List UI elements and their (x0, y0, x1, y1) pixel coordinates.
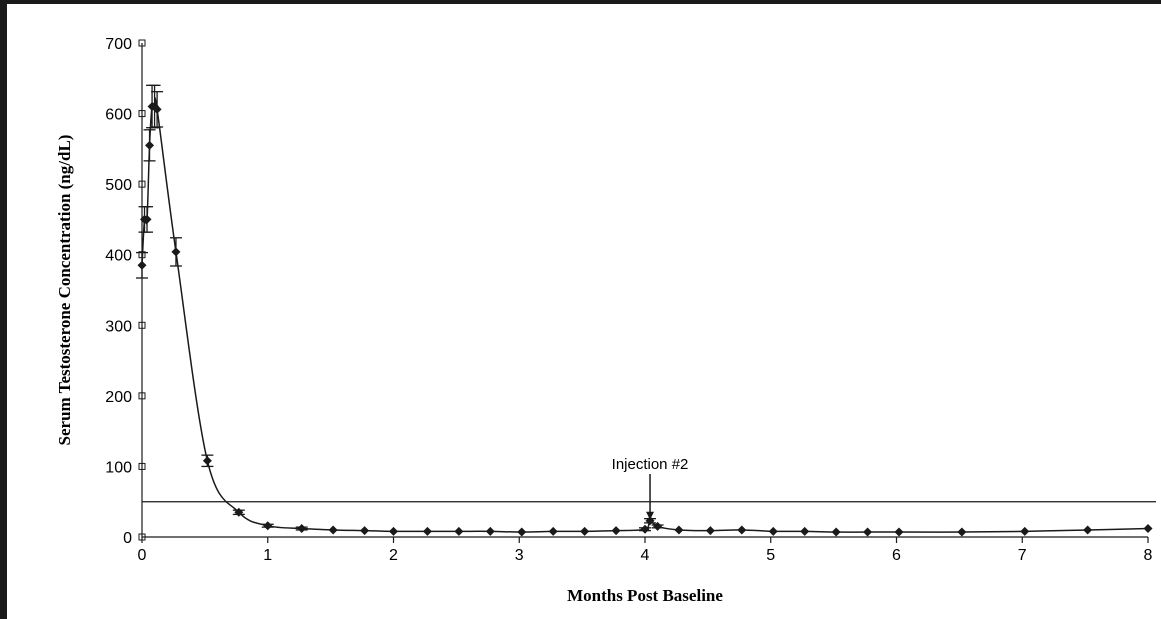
x-tick-label: 5 (766, 547, 775, 564)
data-point (705, 526, 715, 536)
x-tick-label: 4 (641, 547, 650, 564)
y-tick-label: 200 (105, 389, 132, 406)
annotation-arrowhead (646, 511, 655, 520)
data-point (674, 525, 684, 535)
y-tick-label: 700 (105, 36, 132, 53)
data-point (737, 525, 747, 535)
data-points (137, 102, 1153, 537)
y-tick-mark (138, 392, 146, 400)
x-tick-label: 7 (1018, 547, 1027, 564)
y-tick-mark (138, 39, 146, 47)
y-tick-label: 100 (105, 459, 132, 476)
x-tick-label: 0 (138, 547, 147, 564)
data-point (1143, 524, 1153, 534)
data-point (389, 526, 398, 536)
data-point (485, 526, 495, 536)
y-tick-label: 300 (105, 318, 132, 335)
data-point (1020, 526, 1030, 536)
data-point (894, 527, 904, 537)
data-point (548, 526, 558, 536)
data-point (611, 526, 621, 536)
y-tick-mark (138, 462, 146, 470)
y-tick-label: 400 (105, 248, 132, 265)
data-point (297, 524, 307, 534)
y-tick-label: 600 (105, 107, 132, 124)
x-tick-label: 6 (892, 547, 901, 564)
data-point (171, 247, 181, 257)
data-point (517, 527, 527, 537)
data-point (145, 140, 155, 150)
data-point (957, 527, 967, 537)
injection-annotation: Injection #2 (612, 456, 689, 520)
error-bars (136, 84, 664, 532)
data-point (800, 526, 810, 536)
y-tick-mark (138, 321, 146, 329)
data-point (202, 456, 212, 466)
x-axis-title: Months Post Baseline (567, 586, 723, 605)
y-tick-mark (138, 110, 146, 118)
y-tick-label: 0 (123, 530, 132, 547)
data-point (831, 527, 841, 537)
y-tick-mark (138, 180, 146, 188)
annotation-label: Injection #2 (612, 456, 689, 473)
x-tick-label: 1 (263, 547, 272, 564)
data-point (152, 104, 162, 114)
y-axis-title: Serum Testosterone Concentration (ng/dL) (55, 135, 74, 446)
data-point (142, 214, 152, 224)
y-tick-label: 500 (105, 177, 132, 194)
data-point (1083, 525, 1093, 535)
data-point (768, 526, 778, 536)
data-point (640, 524, 650, 534)
data-point (234, 507, 244, 517)
data-point (454, 526, 464, 536)
data-point (653, 521, 663, 531)
data-point (263, 521, 273, 531)
data-point (863, 527, 873, 537)
data-point (422, 526, 432, 536)
x-tick-label: 2 (389, 547, 398, 564)
data-point (580, 526, 590, 536)
x-tick-label: 8 (1144, 547, 1153, 564)
data-point (360, 526, 370, 536)
axes: 0 100 200 300 400 500 600 700 0 1 2 3 4 5 6 7 8 (105, 36, 1152, 564)
data-point (645, 516, 655, 526)
data-point (328, 525, 338, 535)
x-tick-label: 3 (515, 547, 524, 564)
data-point (137, 260, 147, 270)
